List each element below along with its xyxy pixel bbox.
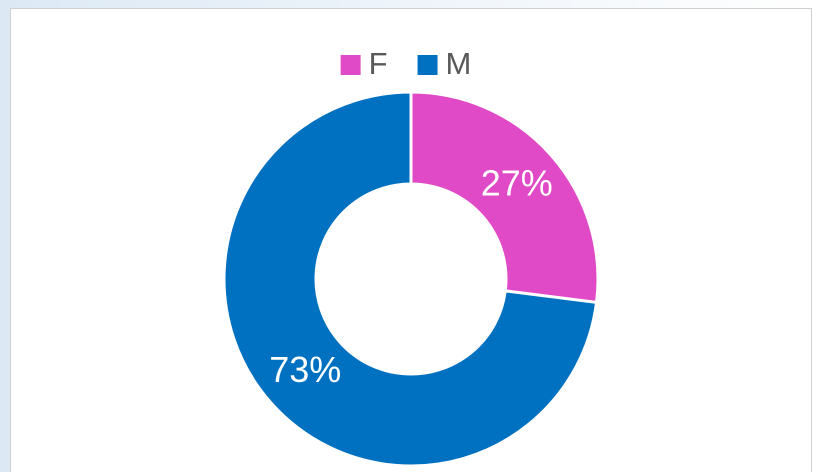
data-label: 73% bbox=[269, 349, 341, 390]
legend-swatch bbox=[417, 55, 438, 75]
data-label: 27% bbox=[481, 162, 553, 203]
legend-label: F bbox=[369, 46, 388, 81]
donut-segment bbox=[222, 90, 599, 468]
legend-swatch bbox=[340, 55, 361, 75]
donut-segment bbox=[409, 90, 600, 305]
legend-label: M bbox=[446, 46, 472, 81]
